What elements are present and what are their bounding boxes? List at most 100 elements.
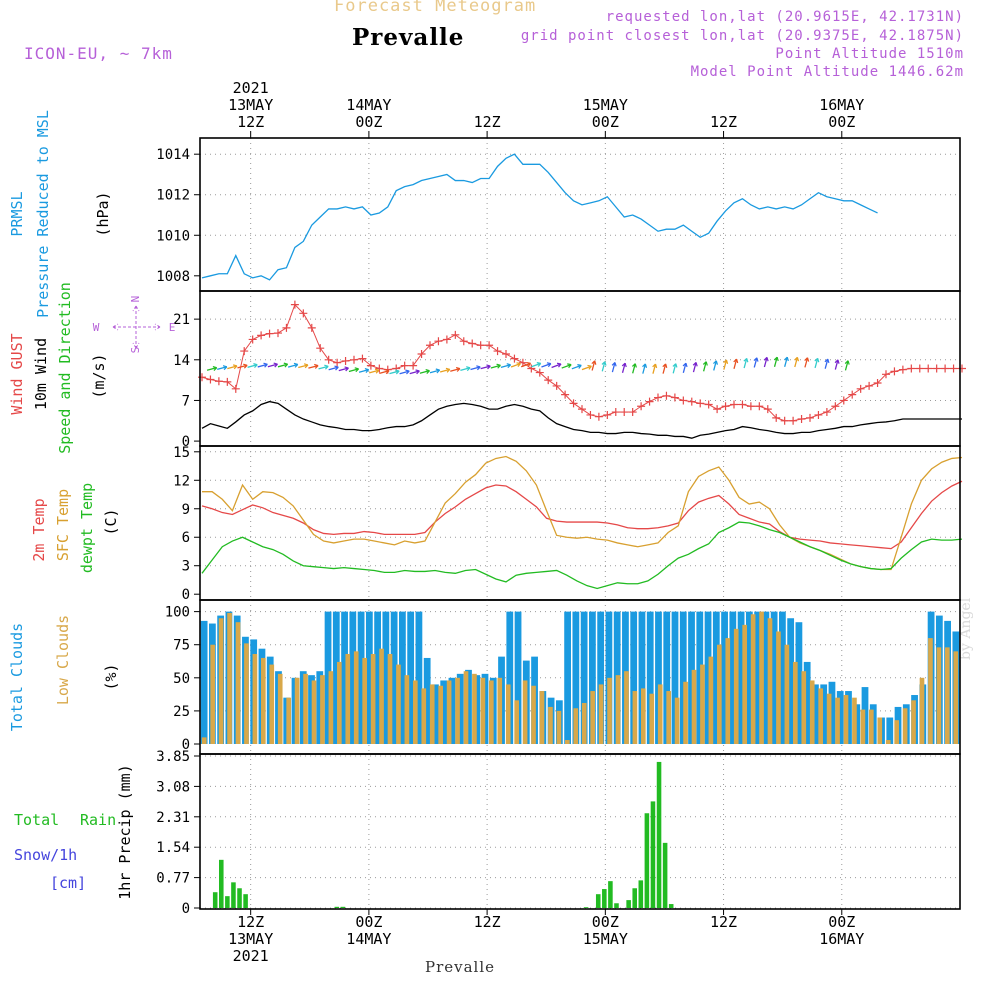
wind-direction-arrow [804, 357, 809, 368]
wind-arrow-head [212, 365, 218, 371]
wind-direction-arrow [227, 365, 238, 370]
label-c: (C) [102, 508, 120, 535]
wind-direction-arrow [308, 364, 319, 369]
gust-marker [696, 399, 705, 408]
y-tick-label-clouds: 25 [173, 704, 190, 720]
bar-low-clouds [539, 691, 545, 744]
bar-low-clouds [776, 631, 781, 744]
gust-marker [730, 400, 738, 409]
bottom-axis-label: 00Z [355, 913, 382, 931]
y-tick-label-precip: 2.31 [156, 810, 190, 826]
wind-direction-arrow [287, 363, 298, 368]
y-tick-label-wind: 0 [182, 434, 190, 450]
bar-low-clouds [598, 684, 604, 744]
panel-pressure [194, 137, 961, 292]
y-tick-label-temp: 6 [182, 530, 190, 546]
gust-marker [451, 330, 460, 339]
gust-marker [865, 381, 874, 390]
bar-low-clouds [396, 664, 401, 744]
bar-total-clouds [341, 611, 348, 744]
bar-total-rain [644, 813, 650, 908]
wind-arrow-head [516, 362, 521, 368]
label-low-clouds: Low Clouds [54, 615, 72, 705]
bar-total-clouds [828, 681, 836, 744]
panel-wind [194, 290, 966, 447]
bar-low-clouds [480, 677, 486, 744]
wind-direction-arrow [298, 364, 309, 369]
bar-total-clouds [762, 611, 770, 744]
wind-direction-arrow [743, 358, 748, 369]
gust-marker [485, 341, 494, 350]
gust-marker [350, 355, 358, 364]
wind-arrow-head [496, 363, 501, 369]
wind-direction-arrow [733, 358, 738, 369]
gust-marker [459, 337, 468, 346]
bar-total-rain [334, 906, 340, 908]
bar-total-clouds [564, 611, 571, 744]
bar-total-clouds [836, 691, 844, 744]
label-cm: [cm] [50, 874, 86, 892]
bar-total-clouds [374, 611, 381, 744]
wind-direction-arrow [419, 370, 430, 374]
bar-total-clouds [456, 673, 464, 744]
bar-low-clouds [548, 706, 553, 744]
gust-marker [721, 402, 730, 411]
wind-arrow-head [364, 367, 370, 373]
bar-low-clouds [455, 677, 460, 744]
bar-total-rain [595, 894, 601, 908]
series-10m-wind-line [201, 400, 962, 439]
wind-direction-arrow [277, 363, 288, 368]
wind-direction-arrow [510, 362, 521, 368]
wind-direction-arrow [642, 363, 647, 374]
bar-low-clouds [404, 675, 410, 744]
gust-marker [561, 390, 570, 399]
gust-marker [611, 408, 620, 417]
wind-arrow-head [314, 363, 319, 369]
bar-total-clouds [638, 611, 646, 744]
gust-marker [307, 323, 316, 332]
bar-low-clouds [632, 691, 638, 744]
gust-marker [746, 402, 755, 411]
bar-total-rain [632, 888, 637, 908]
gust-marker [772, 413, 781, 422]
wind-direction-arrow [318, 365, 329, 370]
bar-total-rain [340, 906, 346, 908]
wind-direction-arrow [682, 362, 687, 373]
label-wind-gust: Wind GUST [8, 333, 26, 414]
gust-marker [257, 331, 266, 340]
wind-direction-arrow [794, 357, 799, 368]
bar-total-rain [638, 880, 644, 908]
wind-arrow-head [672, 363, 678, 368]
wind-direction-arrow [480, 365, 491, 370]
gust-marker [502, 349, 510, 358]
wind-arrow-head [763, 356, 769, 362]
bar-low-clouds [573, 708, 579, 744]
panel-temp [194, 445, 963, 601]
bar-total-clouds [729, 611, 737, 744]
wind-direction-arrow [470, 366, 481, 371]
bar-low-clouds [505, 684, 511, 744]
bar-low-clouds [370, 653, 376, 744]
wind-direction-arrow [702, 361, 707, 372]
wind-direction-arrow [632, 363, 636, 374]
bar-low-clouds [911, 700, 916, 744]
bar-low-clouds [438, 685, 443, 744]
wind-direction-arrow [551, 363, 562, 369]
wind-direction-arrow [773, 356, 778, 367]
bottom-axis-label: 16MAY [819, 930, 864, 948]
bottom-axis-label: 14MAY [346, 930, 391, 948]
y-tick-label-temp: 9 [182, 502, 190, 518]
gust-marker [806, 413, 814, 422]
gust-marker [223, 377, 232, 386]
bar-low-clouds [362, 657, 367, 744]
gust-marker [527, 364, 536, 373]
gust-marker [603, 410, 612, 419]
wind-arrow-head [344, 366, 349, 372]
wind-arrow-head [702, 361, 708, 366]
y-tick-label-pressure: 1010 [156, 228, 190, 244]
wind-direction-arrow [369, 369, 380, 374]
compass-n: N [129, 296, 142, 303]
top-axis-label: 00Z [592, 113, 619, 131]
bar-total-clouds [787, 618, 795, 744]
wind-direction-arrow [389, 370, 400, 375]
